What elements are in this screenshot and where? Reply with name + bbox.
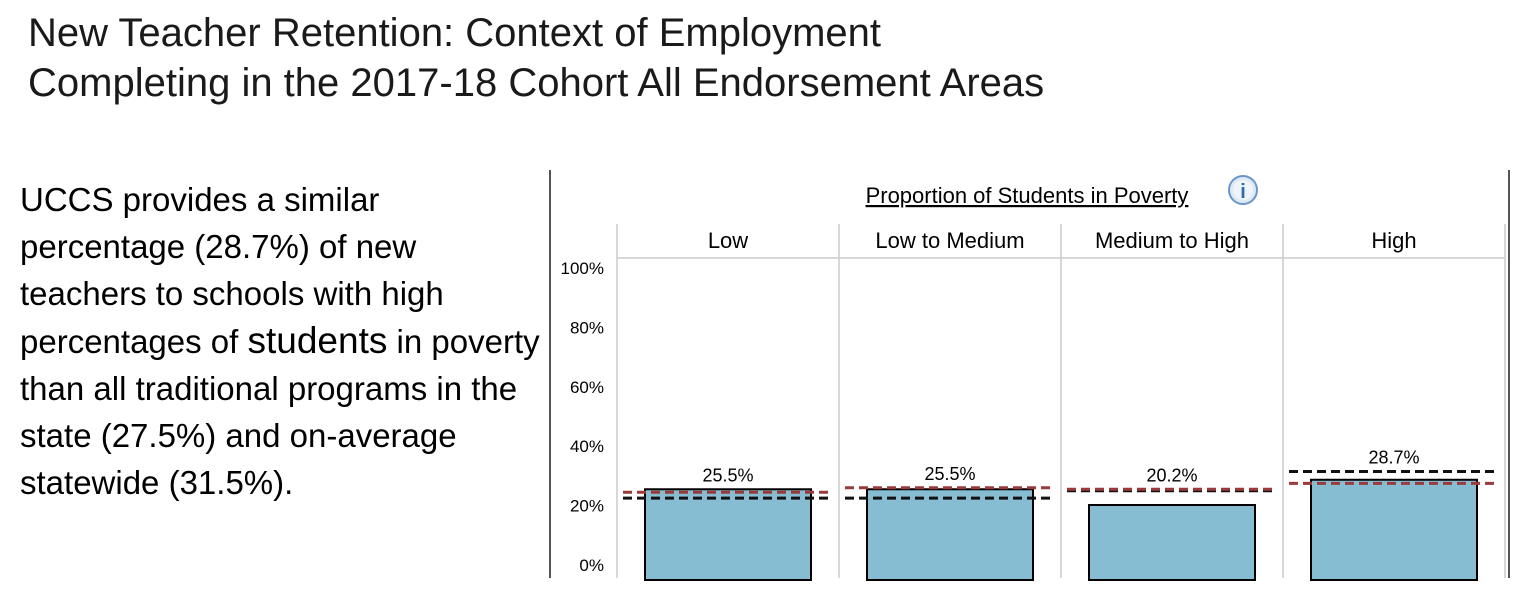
summary-emphasis: students [247,320,388,361]
y-tick-label: 80% [570,318,604,337]
category-header: Low to Medium [875,228,1024,253]
bar [1310,478,1478,581]
category-header: High [1371,228,1416,253]
data-label: 20.2% [1146,465,1197,485]
summary-part-2: in poverty than all traditional programs… [20,323,540,501]
title-line-2: Completing in the 2017-18 Cohort All End… [28,61,1045,105]
svg-text:i: i [1240,181,1246,203]
bar [866,488,1034,582]
summary-text: UCCS provides a similar percentage (28.7… [20,176,540,506]
category-header: Low [708,228,748,253]
y-tick-label: 60% [570,378,604,397]
page-title: New Teacher Retention: Context of Employ… [28,8,1044,108]
data-label: 25.5% [702,465,753,485]
data-label: 28.7% [1368,447,1419,467]
y-tick-label: 0% [579,556,604,575]
data-label: 25.5% [924,464,975,484]
info-icon[interactable]: i [1228,175,1258,205]
summary-part-1: UCCS provides a similar percentage (28.7… [20,181,444,360]
bar [644,488,812,582]
bar [1088,504,1256,582]
chart-title: Proportion of Students in Poverty [866,183,1189,208]
y-tick-label: 20% [570,497,604,516]
y-tick-label: 100% [561,259,604,278]
title-line-1: New Teacher Retention: Context of Employ… [28,11,882,55]
y-tick-label: 40% [570,437,604,456]
category-header: Medium to High [1095,228,1249,253]
